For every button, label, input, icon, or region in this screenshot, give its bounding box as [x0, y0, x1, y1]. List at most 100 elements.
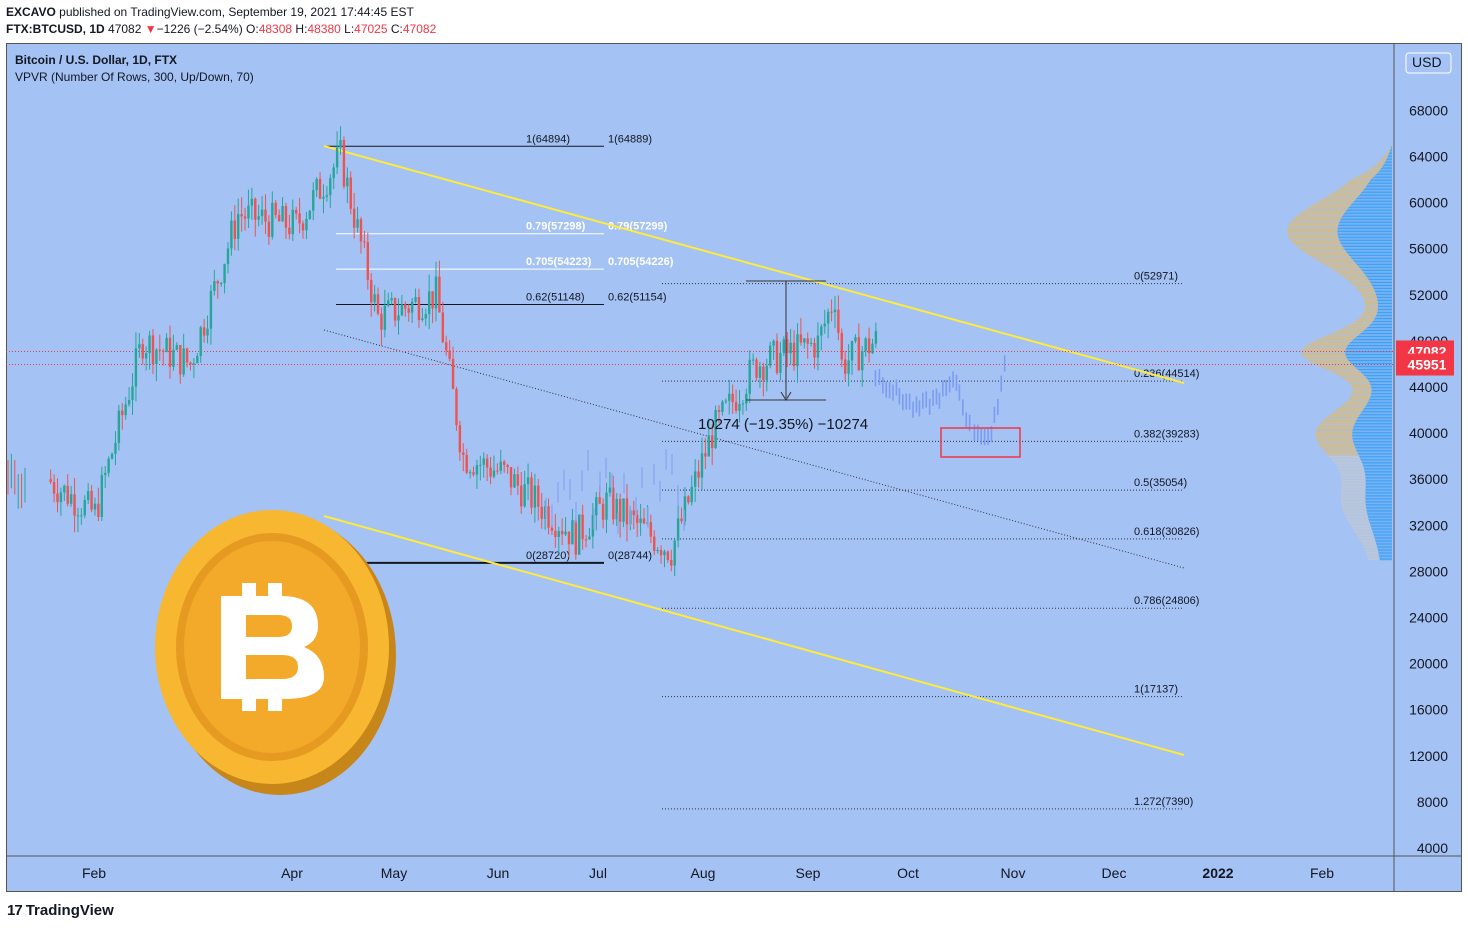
vpvr-row-down — [1340, 500, 1366, 502]
vpvr-row-up — [1364, 470, 1392, 472]
vpvr-row-down — [1345, 183, 1369, 185]
vpvr-row-up — [1365, 404, 1392, 406]
vpvr-row-up — [1379, 557, 1392, 559]
vpvr-row-down — [1345, 515, 1368, 517]
vpvr-row-down — [1350, 524, 1371, 526]
candle-body — [196, 355, 199, 364]
vpvr-row-up — [1361, 460, 1392, 462]
target-box[interactable] — [940, 427, 1021, 458]
candle-body — [554, 530, 557, 538]
vpvr-row-up — [1370, 324, 1392, 325]
candle-body — [155, 349, 158, 365]
fib-ext-label: 1.272(7390) — [1134, 796, 1193, 808]
measure-tool[interactable]: 10274 (−19.35%) −10274 — [698, 280, 868, 433]
candle-body — [138, 344, 141, 349]
vpvr-row-up — [1378, 171, 1392, 173]
vpvr-row-up — [1361, 192, 1392, 194]
candle-body — [615, 498, 618, 520]
symbol-label: FTX:BTCUSD, 1D — [6, 22, 105, 36]
vpvr-row-down — [1329, 370, 1360, 372]
candle-body — [806, 338, 809, 344]
vpvr-row-up — [1374, 536, 1392, 538]
vpvr-row-down — [1366, 553, 1379, 555]
vpvr-row-up — [1377, 298, 1392, 300]
vpvr-row-up — [1358, 415, 1392, 417]
vpvr-row-down — [1352, 322, 1372, 324]
vpvr-row-down — [1382, 157, 1387, 159]
vpvr-row-down — [1341, 485, 1366, 487]
vpvr-row-down — [1350, 395, 1371, 397]
vpvr-row-up — [1351, 258, 1392, 260]
vpvr-row-down — [1353, 529, 1372, 531]
vpvr-row-down — [1358, 291, 1375, 292]
vpvr-row-down — [1336, 409, 1363, 411]
vpvr-row-down — [1355, 286, 1373, 288]
author-name[interactable]: EXCAVO — [6, 5, 56, 19]
indicator-label[interactable]: VPVR (Number Of Rows, 300, Up/Down, 70) — [15, 70, 254, 84]
fib-label-2: 1(64889) — [608, 133, 652, 145]
vpvr-row-up — [1384, 162, 1392, 164]
vpvr-row-down — [1314, 340, 1352, 342]
vpvr-row-down — [1287, 228, 1338, 230]
vpvr-row-up — [1340, 243, 1392, 245]
vpvr-row-down — [1336, 271, 1364, 273]
vpvr-row-up — [1352, 431, 1392, 433]
vpvr-row-up — [1341, 244, 1392, 246]
vpvr-row-down — [1315, 433, 1353, 435]
candle-body — [721, 401, 724, 412]
trend-channel[interactable] — [323, 145, 1185, 756]
candle-body — [192, 363, 196, 365]
candle-body — [315, 178, 318, 191]
price-tag-label: 45951 — [1408, 357, 1447, 373]
vpvr-row-up — [1365, 485, 1392, 487]
vpvr-row-up — [1375, 539, 1392, 541]
measure-label: 10274 (−19.35%) −10274 — [698, 416, 868, 433]
vpvr-row-down — [1328, 415, 1359, 417]
channel-upper-line[interactable] — [323, 145, 1185, 384]
vpvr-row-down — [1327, 334, 1359, 336]
candle-body — [63, 485, 66, 493]
candle-body — [871, 343, 874, 354]
vpvr-row-down — [1309, 255, 1350, 257]
y-tick-label: 60000 — [1409, 195, 1448, 211]
vpvr-row-down — [1300, 249, 1345, 251]
x-tick-label: Sep — [796, 865, 821, 881]
vpvr-row-up — [1356, 198, 1392, 200]
vpvr-row-down — [1303, 348, 1346, 349]
vpvr-row-up — [1343, 247, 1392, 249]
candle-body — [322, 196, 325, 199]
candle-body — [376, 294, 380, 314]
candle-body — [410, 301, 414, 313]
vpvr-row-up — [1366, 403, 1392, 405]
vpvr-row-down — [1362, 313, 1377, 315]
low-value: 47025 — [354, 22, 388, 36]
currency-button[interactable] — [1405, 52, 1452, 74]
fib-ext-label: 0.5(35054) — [1134, 477, 1187, 489]
tradingview-footer[interactable]: 17 TradingView — [7, 902, 114, 919]
price-chart[interactable]: 1(64894) 1(64889) 0.79(57298) 0.79(57299) 0.… — [6, 43, 1462, 892]
candle-body — [475, 465, 479, 475]
time-axis[interactable]: Feb Apr May Jun Jul Aug Sep Oct Nov Dec 2022 Feb — [82, 865, 1334, 881]
vpvr-row-up — [1345, 355, 1392, 357]
fib-levels[interactable]: 1(64894) 1(64889) 0.79(57298) 0.79(57299) 0.… — [324, 133, 1199, 810]
candle-body — [148, 335, 151, 354]
vpvr-row-up — [1366, 509, 1392, 511]
vpvr-row-up — [1365, 500, 1392, 502]
vpvr-row-down — [1304, 357, 1347, 358]
vpvr-row-up — [1368, 325, 1392, 327]
vpvr-row-down — [1297, 214, 1344, 216]
channel-lower-line[interactable] — [323, 515, 1185, 756]
vpvr-row-down — [1319, 424, 1355, 426]
vpvr-row-up — [1357, 368, 1392, 370]
vpvr-row-down — [1356, 533, 1374, 535]
candle-body — [56, 493, 59, 503]
vpvr-row-up — [1352, 433, 1392, 435]
vpvr-row-down — [1335, 373, 1363, 375]
candle-body — [632, 510, 635, 516]
vpvr-row-down — [1343, 512, 1368, 514]
price-axis[interactable]: USD 4000 8000 12000 16000 20000 24000 28000 320… — [1405, 52, 1452, 856]
vpvr-row-up — [1365, 274, 1392, 276]
candle-body — [533, 485, 537, 508]
currency-label[interactable]: USD — [1412, 54, 1442, 70]
vpvr-row-up — [1377, 312, 1392, 313]
